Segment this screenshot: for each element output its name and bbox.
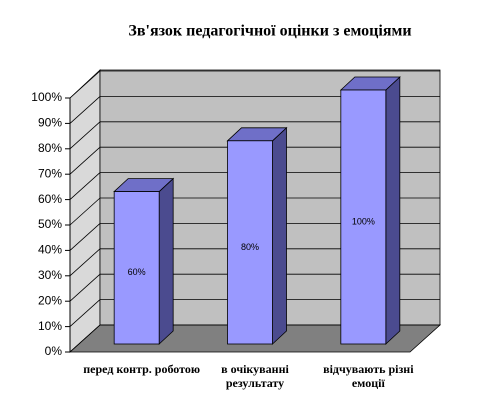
y-tick-label: 10% (38, 319, 62, 333)
y-tick-label: 50% (38, 217, 62, 231)
value-label: 60% (128, 267, 146, 277)
bar (113, 177, 175, 345)
x-tick-label: відчувають різні емоції (323, 362, 414, 390)
y-tick-label: 60% (38, 192, 62, 206)
bar (339, 76, 401, 345)
grid-line (69, 223, 101, 251)
grid-line (69, 70, 101, 99)
bar-front (340, 89, 387, 345)
grid-line (69, 299, 101, 327)
grid-line (69, 121, 101, 150)
chart-title: Зв'язок педагогічної оцінки з емоціями (128, 23, 411, 40)
y-tick-label: 20% (38, 293, 62, 307)
y-tick-label: 100% (31, 90, 62, 104)
y-tick-label: 0% (45, 344, 63, 358)
y-tick-label: 30% (38, 268, 62, 282)
x-tick-label: в очікуванні результату (221, 362, 289, 390)
bar-side (158, 177, 174, 345)
y-tick-label: 80% (38, 141, 62, 155)
value-label: 80% (241, 242, 259, 252)
bar-side (385, 76, 401, 345)
bar-front (113, 191, 160, 345)
y-tick-label: 90% (38, 116, 62, 130)
bar-side (272, 126, 287, 345)
value-label: 100% (352, 216, 375, 226)
grid-line (69, 248, 101, 277)
grid-line (69, 146, 101, 175)
x-tick-label: перед контр. роботою (83, 362, 201, 376)
y-tick-label: 70% (38, 166, 62, 180)
bar-front (227, 140, 273, 345)
grid-line (69, 324, 101, 353)
grid-line (69, 172, 101, 200)
y-tick-label: 40% (38, 243, 62, 257)
bar (226, 126, 288, 345)
grid-line (69, 273, 101, 302)
grid-line (69, 197, 101, 226)
grid-line (69, 96, 101, 124)
